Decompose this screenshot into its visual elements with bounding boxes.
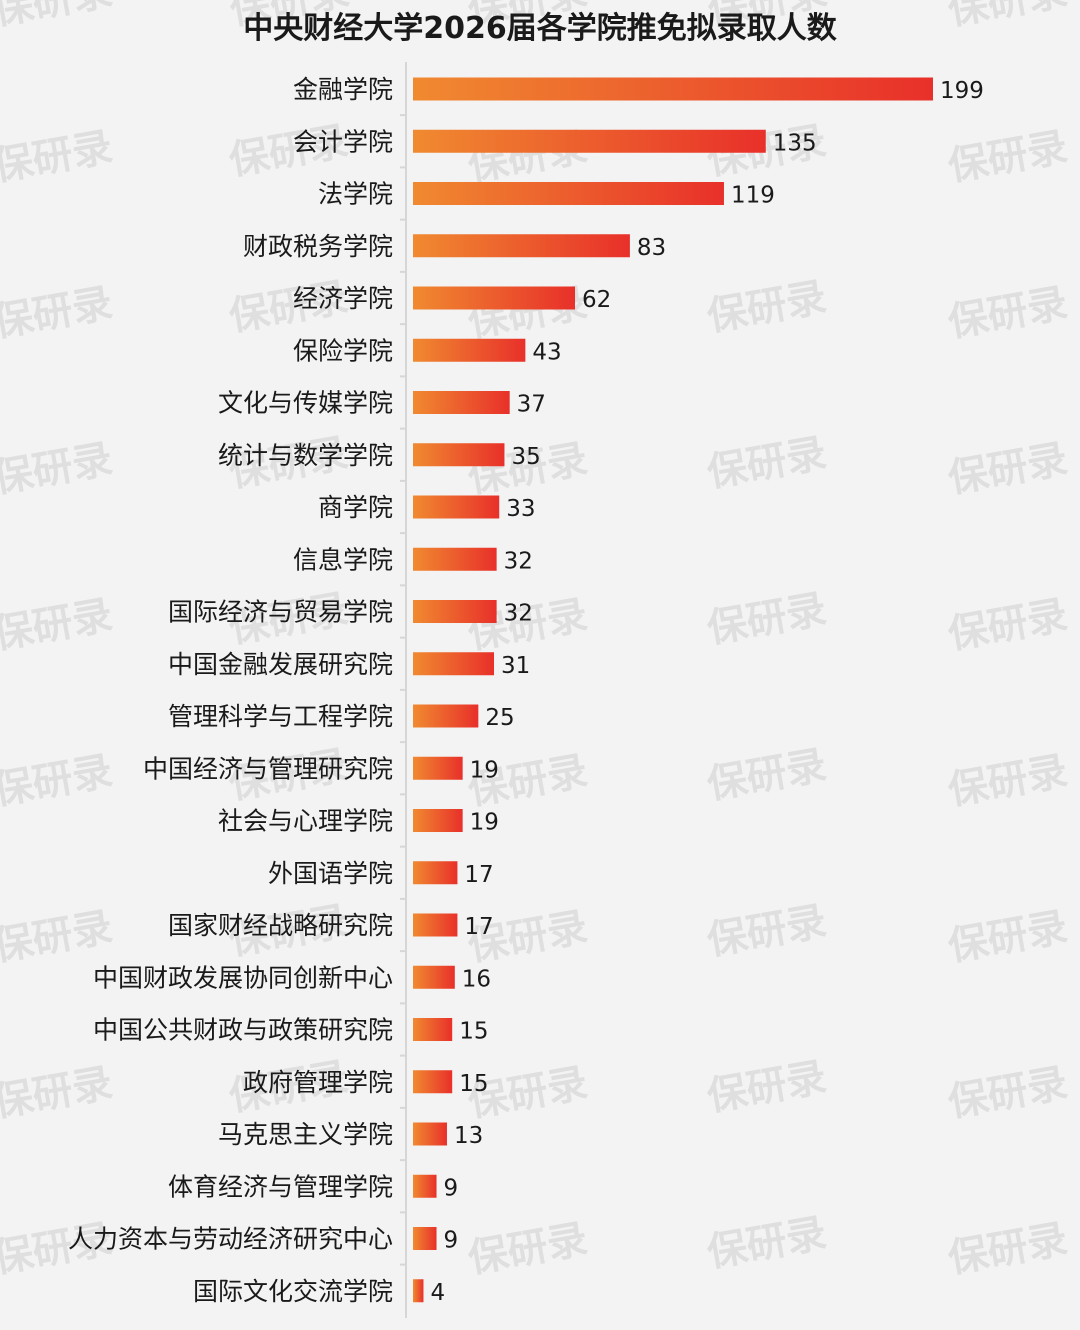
category-label: 管理科学与工程学院 bbox=[168, 702, 393, 731]
bar bbox=[413, 913, 458, 937]
category-label: 金融学院 bbox=[293, 75, 393, 104]
bar bbox=[413, 77, 933, 101]
bar bbox=[413, 861, 458, 885]
category-labels: 金融学院会计学院法学院财政税务学院经济学院保险学院文化与传媒学院统计与数学学院商… bbox=[68, 75, 393, 1306]
category-label: 信息学院 bbox=[293, 545, 393, 574]
category-label: 中国金融发展研究院 bbox=[168, 650, 393, 679]
value-label: 62 bbox=[582, 287, 611, 313]
bar-series bbox=[413, 77, 933, 1303]
category-label: 文化与传媒学院 bbox=[218, 389, 393, 418]
value-label: 32 bbox=[504, 601, 533, 627]
value-label: 9 bbox=[444, 1175, 459, 1201]
value-label: 83 bbox=[637, 235, 666, 261]
bar bbox=[413, 652, 495, 676]
value-label: 35 bbox=[511, 444, 540, 470]
value-label: 37 bbox=[517, 392, 546, 418]
bar bbox=[413, 129, 766, 153]
category-label: 马克思主义学院 bbox=[218, 1120, 393, 1149]
category-label: 商学院 bbox=[318, 493, 393, 522]
bar bbox=[413, 443, 505, 467]
bar bbox=[413, 1174, 437, 1198]
value-label: 33 bbox=[506, 496, 535, 522]
value-label: 31 bbox=[501, 653, 530, 679]
value-labels: 199 135 119 83 62 43 37 35 33 32 32 31 25 19 19 17 17 16 1… bbox=[430, 78, 983, 1306]
bar bbox=[413, 234, 630, 258]
value-label: 119 bbox=[731, 183, 775, 209]
bar bbox=[413, 600, 497, 623]
value-label: 16 bbox=[462, 966, 491, 992]
bar bbox=[413, 809, 463, 832]
bar bbox=[413, 1227, 437, 1250]
value-label: 13 bbox=[454, 1123, 483, 1149]
category-label: 外国语学院 bbox=[268, 859, 393, 888]
bar bbox=[413, 391, 510, 414]
value-label: 135 bbox=[773, 130, 817, 156]
bar bbox=[413, 1122, 447, 1146]
bar bbox=[413, 1018, 453, 1041]
category-label: 政府管理学院 bbox=[243, 1068, 393, 1097]
category-label: 财政税务学院 bbox=[243, 232, 393, 261]
category-label: 中国公共财政与政策研究院 bbox=[93, 1016, 393, 1045]
value-label: 15 bbox=[459, 1019, 488, 1045]
value-label: 25 bbox=[485, 705, 514, 731]
value-label: 4 bbox=[430, 1280, 445, 1306]
value-label: 17 bbox=[464, 914, 493, 940]
bar bbox=[413, 704, 479, 728]
category-label: 统计与数学学院 bbox=[218, 441, 393, 470]
category-label: 国际文化交流学院 bbox=[193, 1277, 393, 1306]
value-label: 19 bbox=[470, 757, 499, 783]
bar bbox=[413, 756, 463, 780]
y-axis-ticks bbox=[400, 114, 406, 1266]
value-label: 43 bbox=[532, 339, 561, 365]
category-label: 社会与心理学院 bbox=[218, 807, 393, 836]
category-label: 中国经济与管理研究院 bbox=[143, 754, 393, 783]
bar bbox=[413, 338, 526, 362]
bar bbox=[413, 286, 576, 310]
value-label: 19 bbox=[470, 810, 499, 836]
value-label: 9 bbox=[444, 1228, 459, 1254]
category-label: 国家财经战略研究院 bbox=[168, 911, 393, 940]
category-label: 体育经济与管理学院 bbox=[168, 1172, 393, 1201]
value-label: 32 bbox=[504, 548, 533, 574]
category-label: 法学院 bbox=[318, 180, 393, 209]
bar bbox=[413, 1070, 453, 1094]
category-label: 中国财政发展协同创新中心 bbox=[93, 963, 393, 992]
value-label: 199 bbox=[940, 78, 984, 104]
category-label: 保险学院 bbox=[293, 336, 393, 365]
category-label: 经济学院 bbox=[293, 284, 393, 313]
bar bbox=[413, 182, 724, 205]
bar bbox=[413, 965, 455, 989]
value-label: 17 bbox=[464, 862, 493, 888]
category-label: 人力资本与劳动经济研究中心 bbox=[68, 1225, 393, 1254]
bar bbox=[413, 495, 500, 519]
category-label: 国际经济与贸易学院 bbox=[168, 598, 393, 627]
bar bbox=[413, 1279, 424, 1303]
category-label: 会计学院 bbox=[293, 127, 393, 156]
chart-title: 中央财经大学2026届各学院推免拟录取人数 bbox=[243, 11, 837, 46]
bar bbox=[413, 547, 497, 571]
value-label: 15 bbox=[459, 1071, 488, 1097]
